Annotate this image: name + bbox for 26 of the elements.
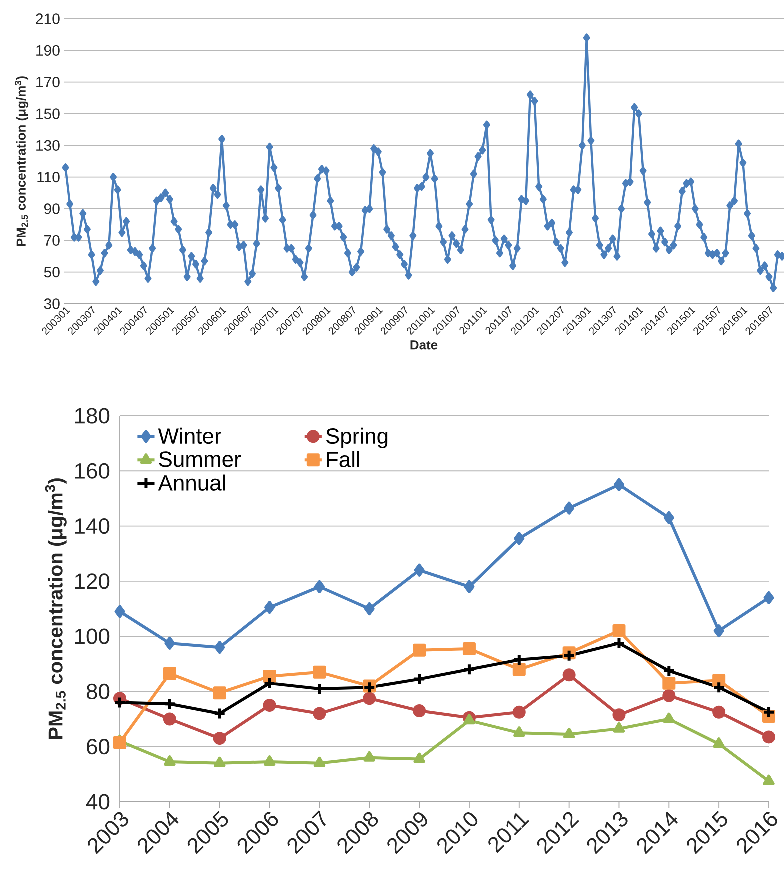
text: PM$_{2.5}$ concentration (μg/m$^{3}$) <box>45 478 67 740</box>
x-axis-title: Date <box>410 340 438 350</box>
y-tick-label: 60 <box>87 739 110 755</box>
y-tick-label: 30 <box>44 298 60 310</box>
y-tick-label: 150 <box>36 108 60 120</box>
legend-label: Summer <box>159 452 242 468</box>
legend-label: Fall <box>327 451 360 468</box>
y-tick-label: 90 <box>44 204 60 214</box>
y-tick-label: 50 <box>44 267 60 278</box>
y-tick-label: 110 <box>38 172 60 183</box>
y-tick-label: 100 <box>75 628 110 644</box>
y-tick-label: 130 <box>36 140 60 151</box>
y-tick-label: 70 <box>44 235 60 246</box>
y-tick-label: 140 <box>75 518 110 534</box>
y-tick-label: 40 <box>86 794 110 810</box>
y-tick-label: 190 <box>36 45 60 56</box>
legend-label: Winter <box>158 428 222 444</box>
y-tick-label: 120 <box>75 574 110 590</box>
text: PM$_{2.5}$ concentration (μg/m$^{3}$) <box>15 76 29 246</box>
y-tick-label: 160 <box>75 463 110 479</box>
y-tick-label: 180 <box>75 408 110 424</box>
y-tick-label: 80 <box>86 684 110 700</box>
y-tick-label: 210 <box>36 14 60 24</box>
legend-label: Spring <box>326 428 388 448</box>
legend-label: Annual <box>158 474 226 491</box>
y-tick-label: 170 <box>36 77 60 88</box>
